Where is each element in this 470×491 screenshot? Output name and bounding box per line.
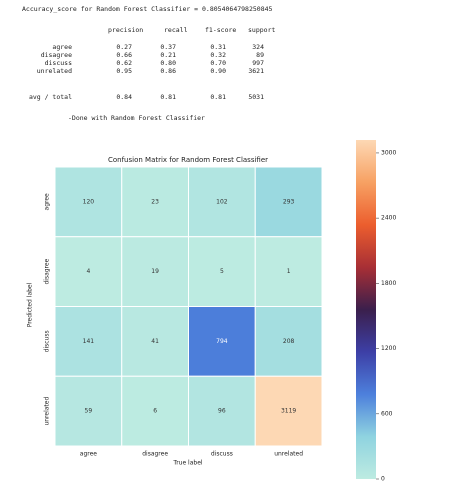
cell-label: 4: [86, 268, 90, 275]
x-axis-label: True label: [172, 460, 202, 467]
cell-label: 6: [153, 408, 157, 415]
heatmap-cell: [254, 166, 323, 238]
report-row-label: agree: [52, 43, 72, 51]
heatmap-cell: [121, 236, 189, 307]
heatmap-cell: [188, 166, 256, 238]
colorbar-tick-label: 2400: [381, 215, 396, 222]
x-tick-label: agree: [80, 451, 98, 458]
report-row-label: unrelated: [37, 67, 72, 75]
cell-label: 96: [218, 408, 226, 415]
cell-label: 1: [287, 268, 291, 275]
accuracy-line: Accuracy_score for Random Forest Classif…: [22, 5, 273, 13]
colorbar: [356, 140, 376, 479]
cell-label: 3119: [281, 408, 296, 415]
report-header: precision: [108, 26, 143, 34]
cell-label: 141: [83, 338, 95, 345]
report-cell: 3621: [248, 67, 264, 75]
report-header: f1-score: [205, 26, 236, 34]
heatmap-cell: [254, 236, 323, 307]
x-tick-label: discuss: [211, 451, 233, 458]
report-cell: 0.62: [116, 59, 132, 67]
report-cell: 0.90: [210, 67, 226, 75]
colorbar-tick-label: 3000: [381, 149, 396, 156]
cell-label: 794: [216, 338, 228, 345]
report-cell: 0.32: [210, 51, 226, 59]
cell-label: 102: [216, 198, 228, 205]
report-cell: 89: [256, 51, 264, 59]
y-tick-label: agree: [44, 193, 51, 211]
report-cell: 0.84: [116, 93, 132, 101]
colorbar-tick-label: 600: [381, 410, 393, 417]
report-cell: 0.37: [160, 43, 176, 51]
report-cell: 0.81: [210, 93, 226, 101]
y-axis-label: Predicted label: [27, 282, 34, 327]
report-cell: 5031: [248, 93, 264, 101]
report-cell: 0.31: [210, 43, 226, 51]
cell-label: 208: [283, 338, 295, 345]
report-row-label: disagree: [41, 51, 72, 59]
cell-label: 293: [283, 198, 295, 205]
heatmap-cell: [121, 166, 189, 238]
cell-label: 41: [151, 338, 159, 345]
heatmap-cell: [54, 375, 123, 447]
report-cell: 0.21: [160, 51, 176, 59]
heatmap-cell: [254, 306, 323, 377]
heatmap-cell: [121, 375, 189, 447]
chart-title: Confusion Matrix for Random Forest Class…: [108, 156, 268, 164]
report-cell: 997: [252, 59, 264, 67]
report-cell: 0.80: [160, 59, 176, 67]
y-tick-label: disagree: [44, 258, 51, 284]
report-cell: 0.27: [116, 43, 132, 51]
report-header: support: [248, 26, 275, 34]
report-row-label: discuss: [45, 59, 72, 67]
heatmap-cell: [254, 375, 323, 447]
report-cell: 0.81: [160, 93, 176, 101]
report-cell: 0.95: [116, 67, 132, 75]
cell-label: 59: [85, 408, 93, 415]
report-header: recall: [164, 26, 188, 34]
x-tick-label: unrelated: [274, 451, 303, 458]
done-line: -Done with Random Forest Classifier: [68, 114, 205, 122]
report-cell: 0.66: [116, 51, 132, 59]
cell-label: 5: [220, 268, 224, 275]
heatmap-cell: [54, 166, 123, 238]
cell-label: 19: [151, 268, 159, 275]
y-tick-label: unrelated: [44, 397, 51, 426]
cell-label: 120: [83, 198, 95, 205]
report-cell: 0.86: [160, 67, 176, 75]
report-cell: 324: [252, 43, 264, 51]
colorbar-tick-label: 0: [381, 476, 385, 483]
report-cell: 0.70: [210, 59, 226, 67]
report-total-label: avg / total: [29, 93, 72, 101]
heatmap-cell: [121, 306, 189, 377]
y-tick-label: discuss: [44, 330, 51, 352]
cell-label: 23: [151, 198, 159, 205]
colorbar-tick-label: 1200: [381, 345, 396, 352]
x-tick-label: disagree: [142, 451, 168, 458]
colorbar-tick-label: 1800: [381, 280, 396, 287]
